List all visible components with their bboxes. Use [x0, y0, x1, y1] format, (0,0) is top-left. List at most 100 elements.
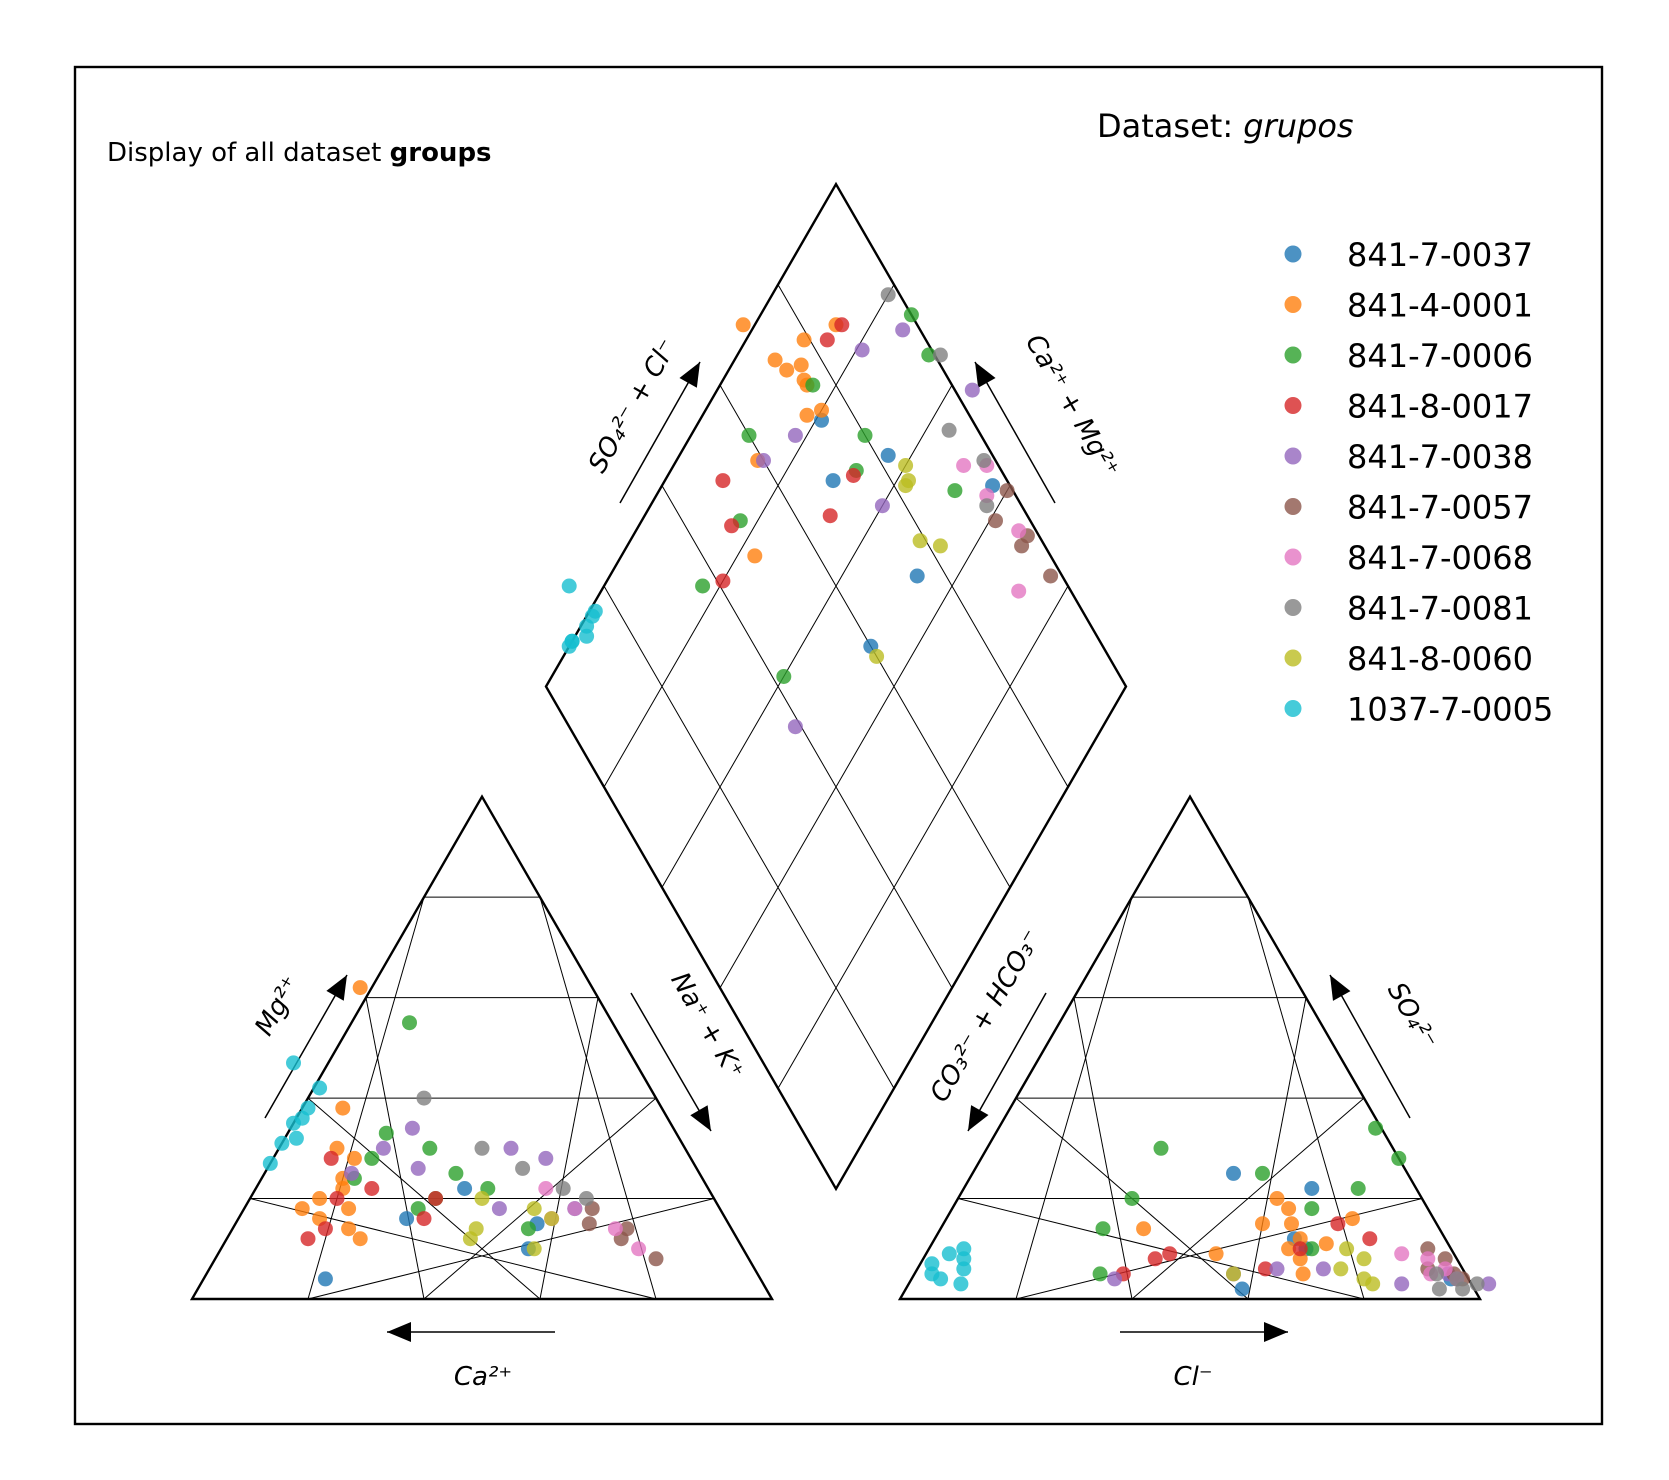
diamond-point	[825, 473, 841, 489]
diamond-point	[814, 402, 829, 418]
cation-point	[352, 980, 368, 996]
diamond-point	[695, 578, 711, 594]
cation-triangle-gridline	[307, 1097, 541, 1300]
anion-point	[1350, 1181, 1366, 1196]
cation-point	[567, 1201, 583, 1217]
diamond-point	[793, 357, 809, 373]
diamond-point	[1011, 523, 1027, 539]
cation-point	[526, 1201, 542, 1217]
diamond-axis-label-ca-mg: Ca²⁺ + Mg²⁺	[1019, 329, 1125, 482]
anion-point	[1481, 1276, 1497, 1292]
cation-point	[619, 1221, 635, 1237]
anion-axis-label-co3-hco3: CO₃²⁻ + HCO₃⁻	[925, 925, 1048, 1108]
anion-point	[1257, 1261, 1273, 1277]
figure-title: Dataset: grupos	[1097, 107, 1354, 145]
cation-point	[578, 1191, 594, 1206]
cation-point	[286, 1055, 301, 1071]
diamond-point	[796, 332, 812, 348]
anion-point	[1147, 1251, 1163, 1267]
anion-point	[953, 1276, 969, 1292]
cation-axis-label-ca: Ca²⁺	[454, 1362, 512, 1392]
legend-label: 841-4-0001	[1347, 287, 1533, 325]
cation-point	[300, 1231, 316, 1247]
diamond-point	[845, 468, 861, 483]
anion-point	[924, 1256, 940, 1272]
so4-cl-arrow-head	[679, 362, 700, 388]
diamond-point	[999, 483, 1015, 499]
anion-axis-label-so4: SO₄²⁻	[1381, 978, 1443, 1055]
cation-point	[538, 1181, 554, 1196]
diamond-point	[805, 377, 821, 393]
anion-point	[1255, 1165, 1270, 1181]
legend-marker	[1284, 447, 1302, 465]
cation-point	[503, 1140, 519, 1156]
diamond-point	[947, 483, 963, 499]
diamond-point	[776, 669, 792, 684]
legend-marker	[1284, 649, 1302, 667]
cation-point	[323, 1150, 339, 1166]
anion-point	[1394, 1246, 1410, 1262]
diamond-point	[898, 458, 914, 473]
mg-arrow-head	[326, 975, 347, 1001]
cation-point	[402, 1015, 417, 1031]
anion-point	[1333, 1261, 1349, 1277]
legend-marker	[1284, 548, 1302, 566]
diamond-gridline	[719, 384, 1011, 888]
cation-point	[341, 1201, 357, 1217]
cation-point	[457, 1181, 473, 1196]
diamond-gridline	[719, 485, 1011, 989]
diamond-point	[715, 473, 731, 489]
diamond-point	[988, 513, 1003, 529]
anion-point	[1431, 1281, 1447, 1297]
anion-point	[1304, 1201, 1320, 1217]
anion-point	[1295, 1266, 1311, 1282]
anion-point	[1394, 1276, 1410, 1292]
diamond-point	[819, 332, 835, 348]
cation-point	[462, 1231, 478, 1247]
anion-point	[1092, 1266, 1108, 1282]
sample-points	[262, 287, 1497, 1297]
cation-point	[335, 1100, 351, 1116]
anion-point	[1429, 1266, 1444, 1282]
cation-triangle-gridline	[423, 1097, 657, 1300]
diamond-point	[767, 352, 783, 368]
legend-label: 841-7-0068	[1347, 539, 1533, 577]
legend: 841-7-0037 841-4-0001 841-7-0006 841-8-0017…	[1284, 236, 1553, 729]
legend-label: 841-7-0057	[1347, 489, 1533, 527]
cation-triangle-gridline	[365, 997, 425, 1300]
so4-arrow-shaft	[1329, 974, 1411, 1119]
cation-point	[555, 1181, 571, 1196]
legend-marker	[1284, 599, 1302, 616]
anion-point	[1315, 1261, 1331, 1277]
anion-point	[1281, 1201, 1297, 1217]
axis-arrows	[264, 361, 1411, 1342]
cation-triangle-gridline	[539, 897, 657, 1300]
diamond-gridline	[603, 284, 895, 788]
cation-point	[544, 1211, 560, 1227]
diamond-point	[880, 287, 896, 303]
co3-hco3-arrow-shaft	[967, 992, 1047, 1132]
cation-point	[448, 1165, 464, 1181]
anion-point	[1304, 1241, 1320, 1257]
anion-point	[1318, 1236, 1334, 1252]
diamond-point	[715, 573, 731, 589]
diamond-point	[941, 422, 957, 438]
anion-point	[1449, 1271, 1465, 1287]
diamond-point	[822, 508, 838, 524]
cation-point	[538, 1150, 554, 1166]
legend-label: 1037-7-0005	[1347, 691, 1553, 729]
diamond-point	[787, 427, 803, 443]
diamond-gridline	[603, 585, 895, 1089]
diamond-point	[561, 578, 577, 594]
cation-point	[364, 1150, 380, 1166]
cation-point	[317, 1271, 333, 1287]
anion-point	[1420, 1251, 1436, 1267]
diamond-point	[1014, 538, 1030, 554]
legend-label: 841-8-0060	[1347, 640, 1533, 678]
legend-label: 841-8-0017	[1347, 388, 1533, 426]
diamond-point	[874, 498, 890, 514]
cation-point	[317, 1221, 333, 1237]
legend-marker	[1284, 397, 1302, 414]
cation-point	[288, 1130, 304, 1146]
anion-triangle-gridline	[1247, 897, 1365, 1300]
